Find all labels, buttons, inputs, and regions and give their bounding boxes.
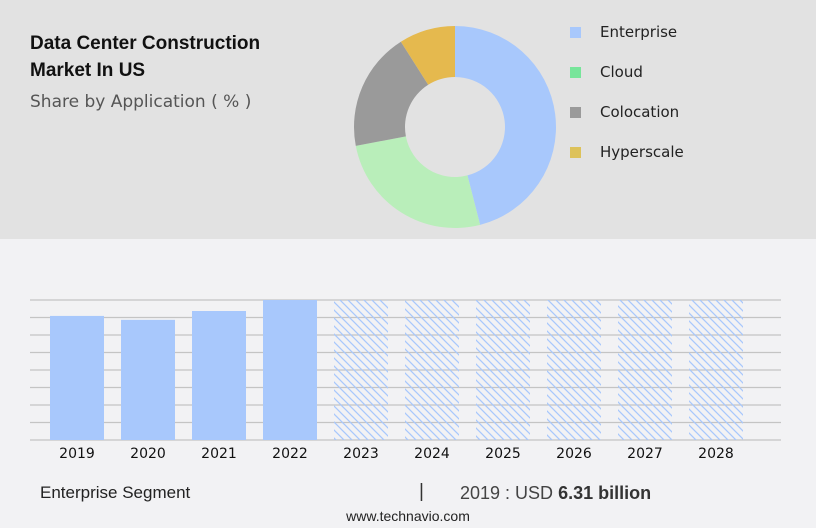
legend-item-cloud: Cloud: [570, 52, 684, 92]
x-tick-label: 2022: [272, 446, 308, 462]
x-tick-label: 2023: [343, 446, 379, 462]
legend-label: Enterprise: [600, 23, 678, 41]
legend-item-colocation: Colocation: [570, 92, 684, 132]
legend-label: Hyperscale: [600, 143, 684, 161]
legend-swatch-icon: [570, 146, 581, 158]
segment-label: Enterprise Segment: [40, 483, 191, 502]
value-amount: 6.31 billion: [558, 483, 652, 503]
x-tick-label: 2020: [130, 446, 166, 462]
bar-2020: [121, 319, 175, 440]
footer-separator: |: [419, 481, 424, 502]
bar-2022: [263, 300, 317, 440]
bar-2028: [689, 300, 743, 440]
bar-2019: [50, 315, 104, 440]
x-tick-label: 2028: [698, 446, 734, 462]
x-tick-label: 2027: [627, 446, 663, 462]
donut-slice-enterprise: [455, 26, 556, 225]
x-tick-label: 2024: [414, 446, 450, 462]
x-tick-label: 2021: [201, 446, 237, 462]
value-prefix: 2019 : USD: [460, 483, 559, 503]
bar-2026: [547, 300, 601, 440]
source-url: www.technavio.com: [346, 508, 470, 524]
bar-2025: [476, 300, 530, 440]
segment-value: 2019 : USD 6.31 billion: [460, 483, 651, 504]
chart-title: Data Center Construction Market In US: [30, 30, 260, 84]
bar-2023: [334, 300, 388, 440]
x-tick-label: 2019: [59, 446, 95, 462]
bar-2027: [618, 300, 672, 440]
legend-swatch-icon: [570, 66, 581, 78]
legend-item-hyperscale: Hyperscale: [570, 132, 684, 172]
top-panel: Data Center Construction Market In US Sh…: [0, 0, 816, 239]
donut-slice-colocation: [354, 41, 429, 146]
donut-slice-hyperscale: [400, 25, 455, 85]
chart-subtitle: Share by Application ( % ): [30, 92, 252, 112]
legend-item-enterprise: Enterprise: [570, 12, 684, 52]
legend-label: Colocation: [600, 103, 680, 121]
donut-slice-cloud: [355, 136, 481, 229]
title-line-2: Market In US: [30, 60, 146, 81]
donut-chart: [354, 25, 556, 229]
bar-chart: [30, 299, 781, 441]
x-tick-label: 2025: [485, 446, 521, 462]
bar-2024: [405, 300, 459, 440]
legend-swatch-icon: [570, 26, 581, 38]
x-tick-label: 2026: [556, 446, 592, 462]
bar-2021: [192, 311, 246, 440]
legend-label: Cloud: [600, 63, 643, 81]
legend: Enterprise Cloud Colocation Hyperscale: [570, 12, 684, 172]
legend-swatch-icon: [570, 106, 581, 118]
title-line-1: Data Center Construction: [30, 33, 261, 54]
